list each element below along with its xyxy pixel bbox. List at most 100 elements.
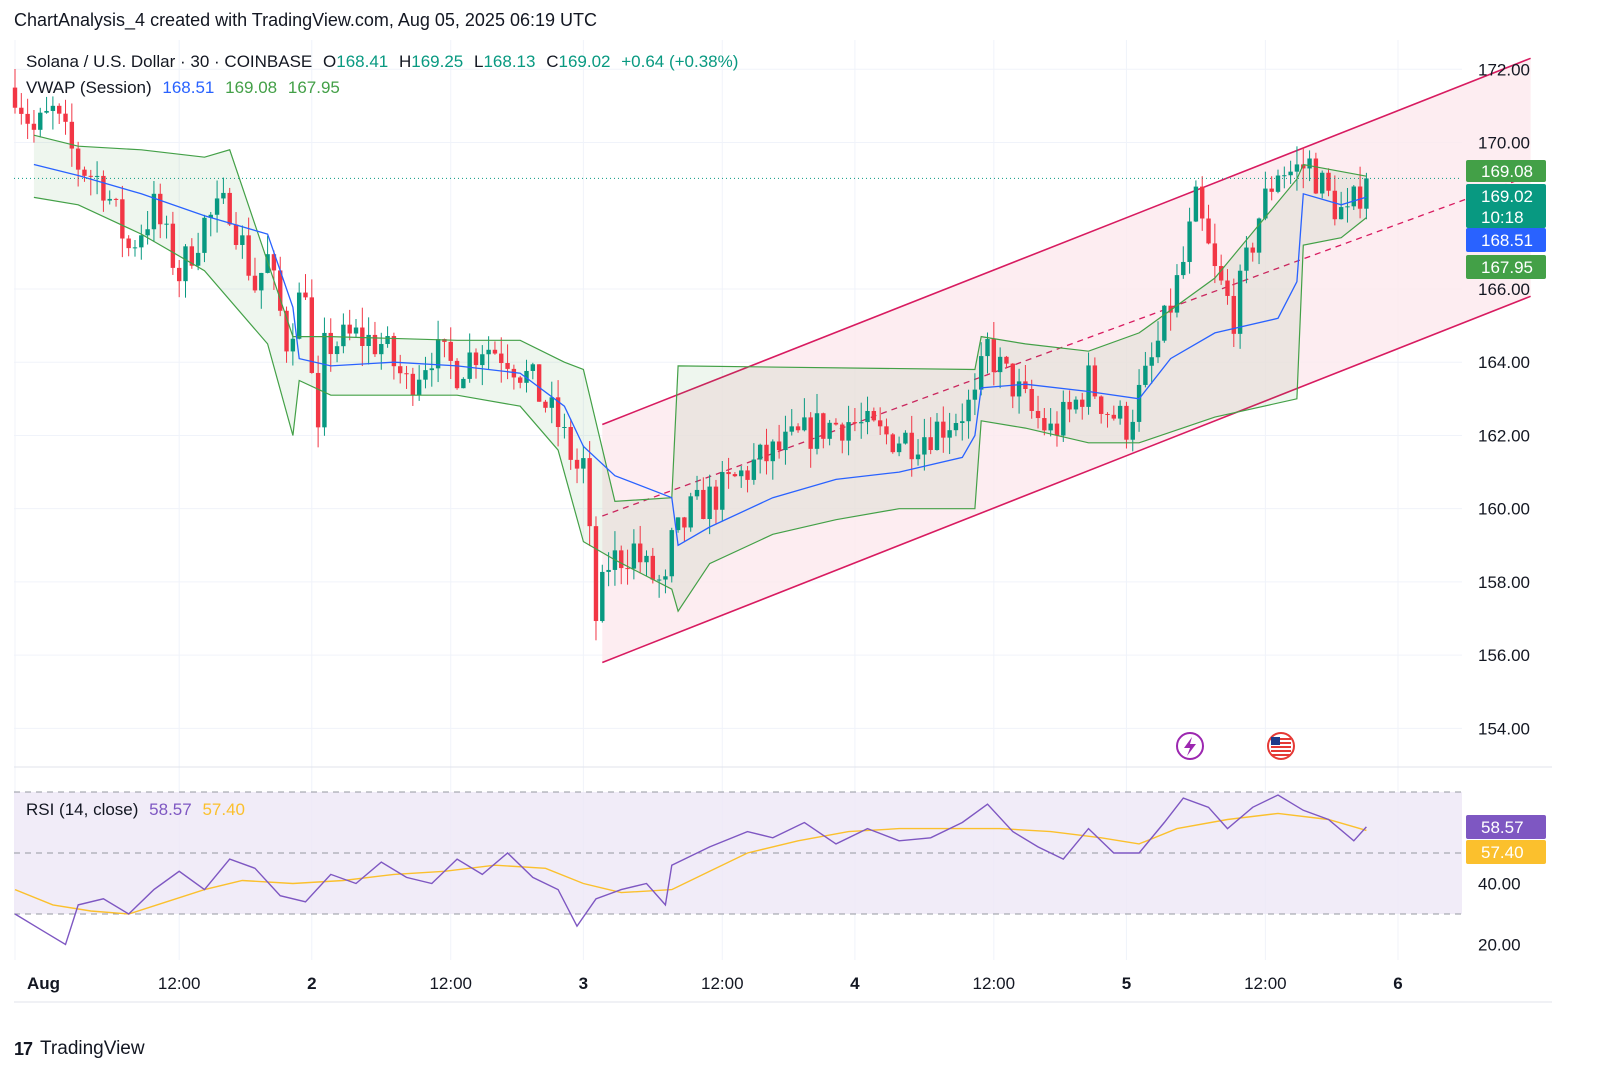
- candle-body: [997, 356, 1003, 373]
- candle-body: [751, 459, 757, 480]
- candle-body: [776, 441, 782, 451]
- candle-body: [543, 401, 548, 408]
- candle-body: [271, 254, 277, 271]
- tradingview-logo-icon: 17: [14, 1038, 33, 1059]
- low-value: 168.13: [483, 52, 536, 71]
- rsi-legend[interactable]: RSI (14, close) 58.57 57.40: [26, 800, 245, 820]
- candle-body: [1111, 414, 1117, 419]
- close-label: C: [546, 52, 559, 71]
- rsi-tick-label: 40.00: [1478, 875, 1521, 894]
- candle-body: [1351, 186, 1356, 207]
- candle-body: [1320, 172, 1325, 194]
- candle-body: [1061, 401, 1066, 436]
- rsi-ma-badge: [1466, 840, 1546, 864]
- vwap-label: VWAP (Session): [26, 78, 152, 97]
- time-tick-label: 6: [1393, 974, 1402, 993]
- candle-body: [1010, 363, 1015, 397]
- candle-body: [764, 444, 769, 462]
- candle-body: [214, 198, 220, 215]
- candle-body: [75, 148, 81, 170]
- candle-body: [19, 107, 24, 114]
- candle-body: [1029, 389, 1034, 411]
- candle-body: [865, 410, 870, 423]
- candle-body: [795, 426, 801, 431]
- candle-body: [347, 324, 352, 334]
- rsi-line: [14, 794, 1367, 946]
- flag-stripe: [1271, 746, 1291, 748]
- tradingview-footer[interactable]: 17 TradingView: [14, 1038, 145, 1060]
- symbol-legend[interactable]: Solana / U.S. Dollar · 30 · COINBASE O16…: [26, 52, 738, 72]
- candle-body: [1181, 261, 1186, 276]
- rsi-value: 58.57: [149, 800, 192, 819]
- time-tick-label: 5: [1122, 974, 1131, 993]
- price-tick-label: 162.00: [1478, 426, 1530, 445]
- flag-stripe: [1271, 750, 1291, 752]
- vwap-legend[interactable]: VWAP (Session) 168.51 169.08 167.95: [26, 78, 340, 98]
- candle-body: [625, 568, 630, 570]
- candle-body: [682, 517, 687, 528]
- candlesticks: [12, 69, 1369, 641]
- vwap-upper-badge: [1466, 160, 1546, 182]
- candle-body: [233, 224, 239, 245]
- candle-body: [1168, 305, 1173, 313]
- candle-body: [170, 223, 176, 268]
- flag-stripe: [1271, 742, 1291, 744]
- rsi-badge-text: 58.57: [1481, 818, 1524, 837]
- time-tick-label: 4: [850, 974, 860, 993]
- candle-body: [1136, 384, 1142, 422]
- candle-body: [303, 292, 308, 298]
- candle-body: [1086, 365, 1091, 407]
- flag-canton: [1271, 737, 1280, 745]
- price-tick-label: 166.00: [1478, 280, 1530, 299]
- candle-body: [600, 571, 605, 622]
- candle-body: [789, 426, 794, 432]
- candle-body: [694, 489, 700, 497]
- vwap-bands: [33, 135, 1367, 612]
- candle-body: [619, 550, 624, 569]
- lightning-icon: [1176, 732, 1204, 760]
- candle-body: [284, 310, 289, 352]
- candle-body: [1269, 188, 1274, 192]
- low-label: L: [474, 52, 484, 71]
- candle-body: [240, 235, 245, 245]
- candle-body: [139, 235, 144, 248]
- candle-body: [978, 356, 984, 390]
- candle-body: [555, 397, 561, 428]
- candle-body: [1117, 405, 1123, 419]
- candle-body: [1193, 186, 1199, 222]
- channel-lower-line: [602, 295, 1531, 664]
- chart-canvas[interactable]: 172.00 170.00 166.00 164.00 162.00 160.00 158.…: [0, 0, 1600, 1030]
- candle-body: [379, 344, 384, 355]
- candle-body: [467, 352, 472, 379]
- price-tick-label: 154.00: [1478, 719, 1530, 738]
- candle-body: [63, 113, 68, 122]
- candle-body: [328, 332, 333, 355]
- candle-body: [947, 430, 952, 438]
- vwap-band-fill: [33, 135, 1367, 612]
- candle-body: [631, 543, 637, 569]
- candle-body: [1092, 365, 1098, 397]
- candle-body: [814, 413, 820, 449]
- candle-body: [745, 470, 750, 480]
- candle-body: [941, 421, 946, 438]
- candle-body: [366, 334, 371, 347]
- high-value: 169.25: [411, 52, 464, 71]
- candle-body: [1105, 413, 1110, 415]
- candle-body: [808, 417, 813, 449]
- candle-body: [126, 238, 131, 249]
- candle-body: [877, 420, 883, 427]
- candle-body: [852, 422, 858, 424]
- candle-body: [164, 223, 169, 225]
- channel-fill: [602, 58, 1531, 663]
- candle-body: [252, 275, 258, 291]
- candle-body: [12, 87, 18, 108]
- candle-body: [88, 175, 93, 177]
- candle-body: [1023, 381, 1028, 390]
- candle-body: [524, 370, 529, 383]
- candle-body: [549, 397, 554, 408]
- candle-body: [688, 496, 693, 528]
- candle-body: [821, 413, 826, 439]
- price-badges: 169.08 169.02 10:18 168.51 167.95 58.57 57.40: [1466, 160, 1546, 864]
- time-tick-label: 2: [307, 974, 316, 993]
- candle-body: [1073, 399, 1079, 410]
